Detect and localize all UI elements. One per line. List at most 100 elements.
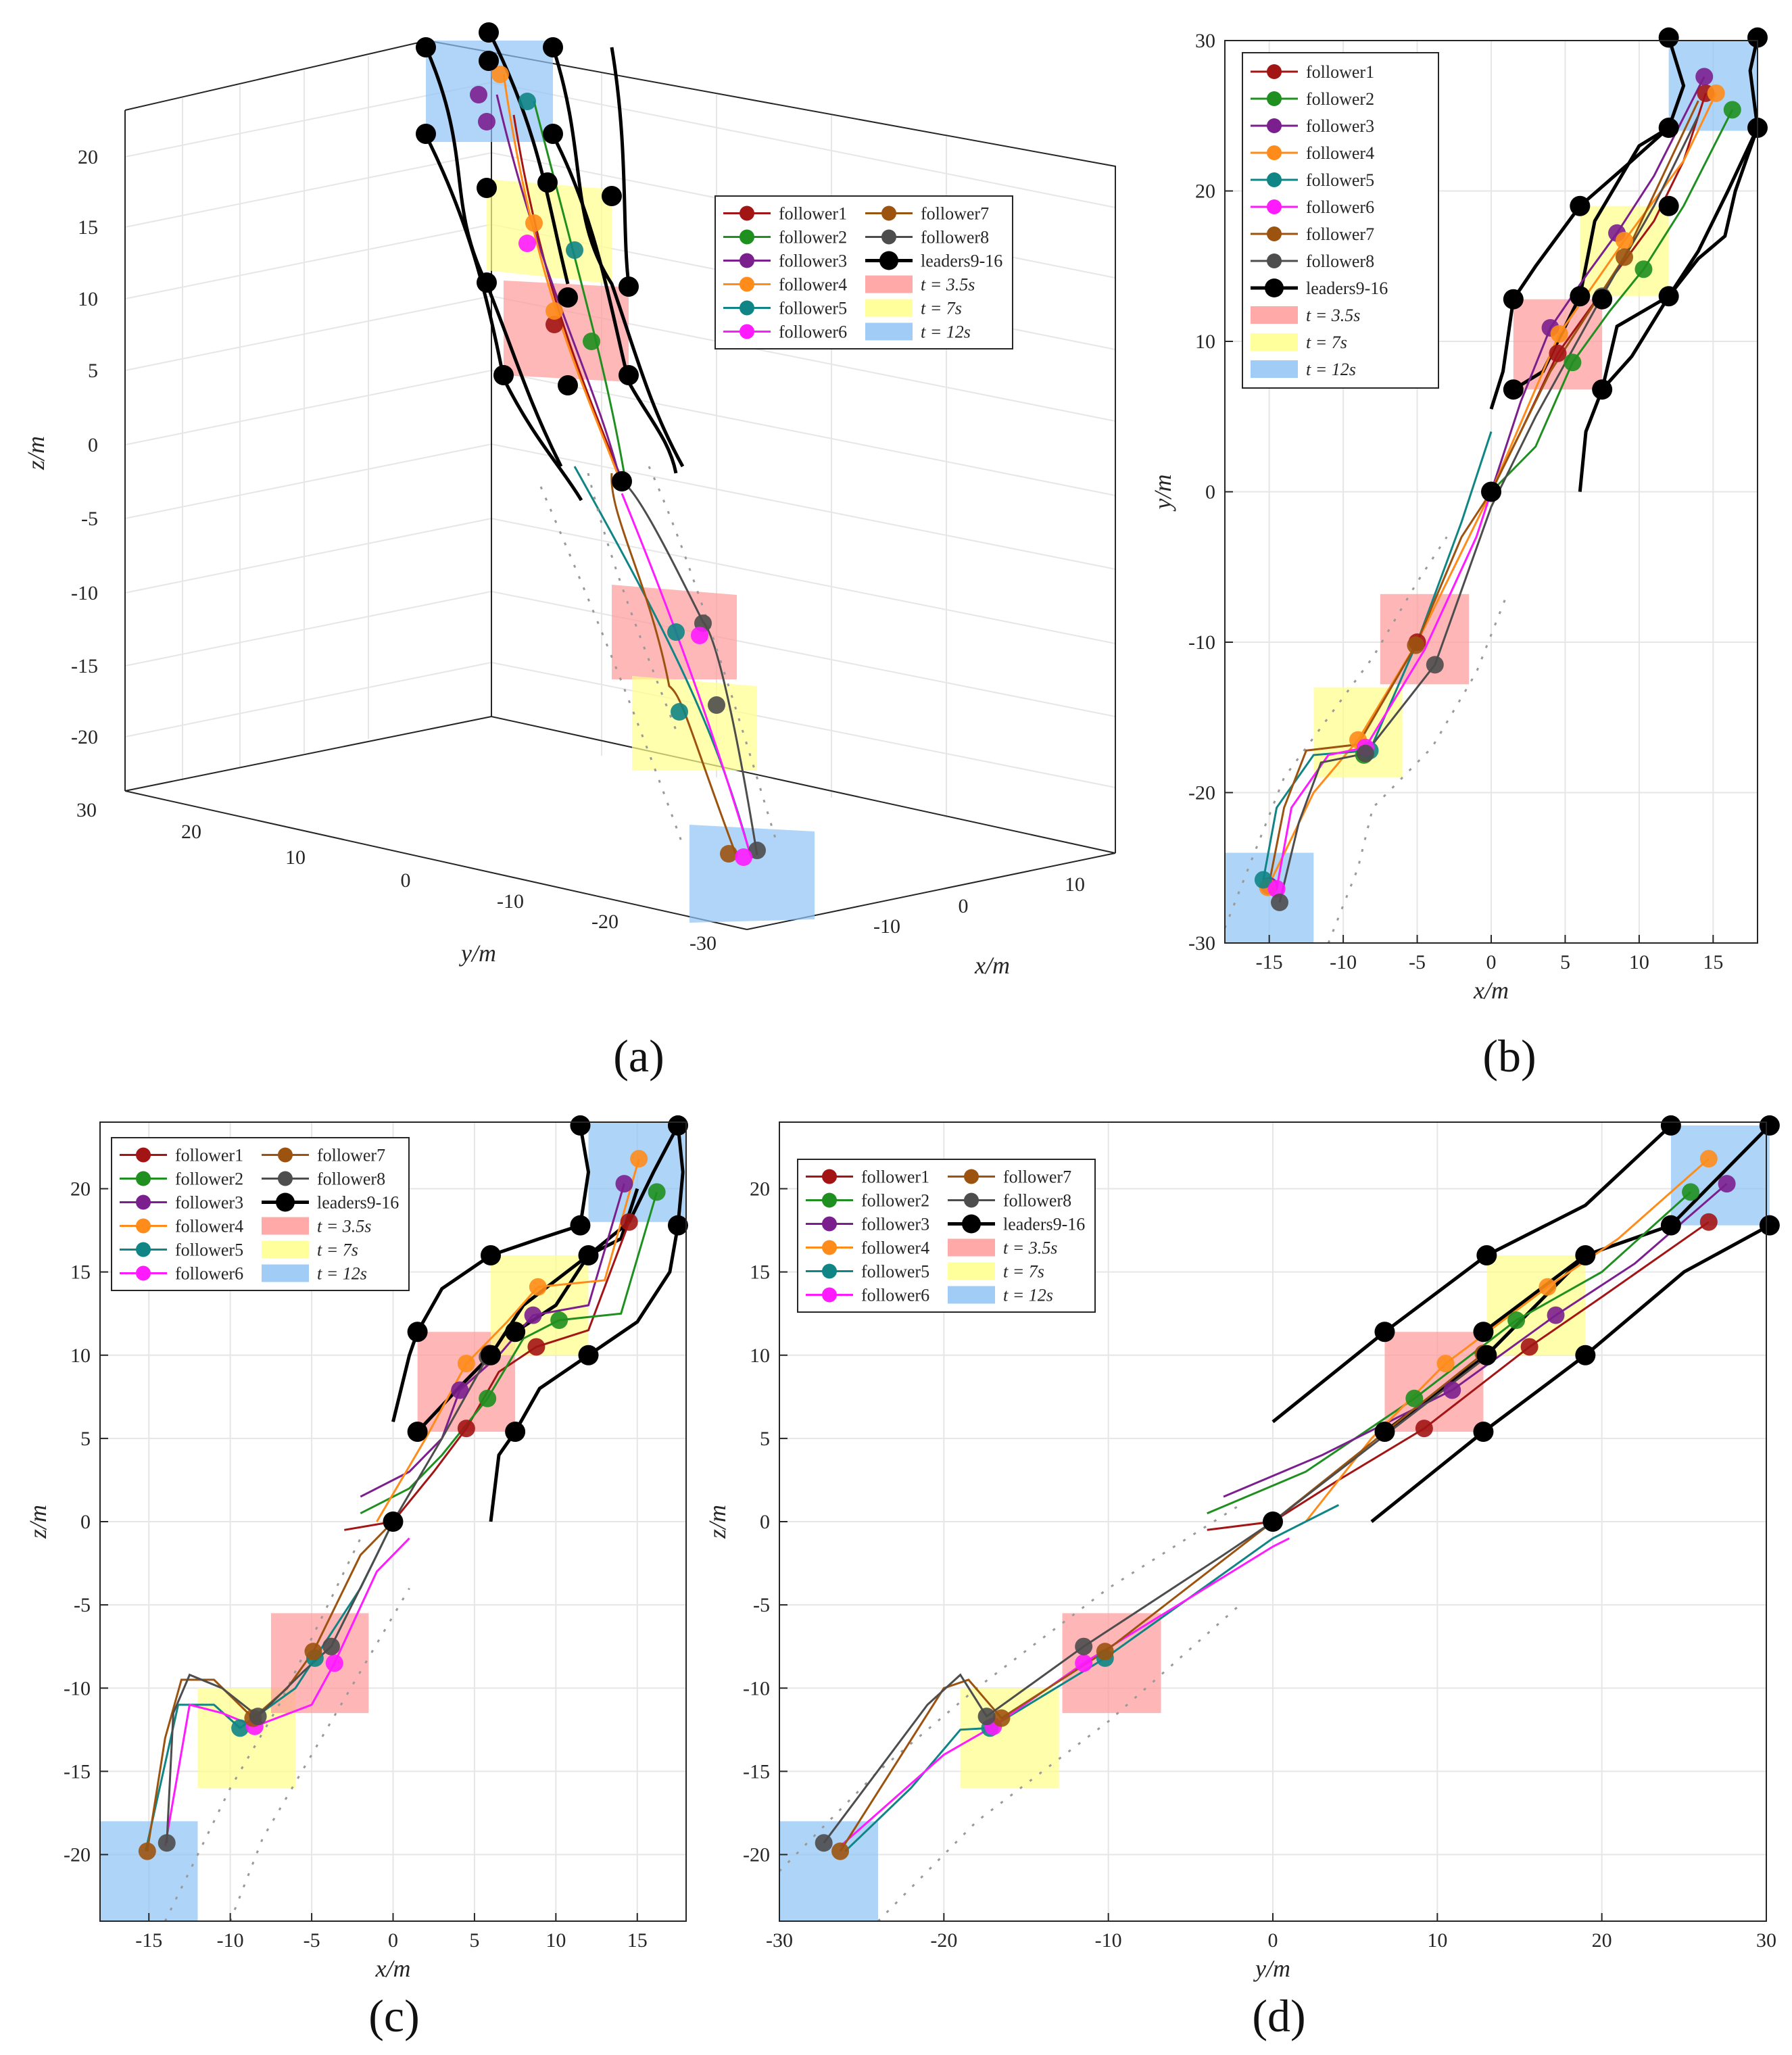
x-axis-label-text: x/m: [974, 952, 1010, 979]
z-tick-label: 20: [78, 146, 98, 168]
follower3-marker: [1718, 1175, 1736, 1193]
x-tick-label: 0: [1486, 951, 1497, 973]
legend-follower3-label: follower3: [861, 1215, 929, 1234]
legend-leaders-label: leaders9-16: [1306, 279, 1388, 298]
follower1-marker: [527, 1338, 546, 1356]
follower4-marker: [1436, 1355, 1455, 1373]
leader-marker: [407, 1422, 428, 1443]
legend-follower2-label: follower2: [861, 1191, 929, 1211]
x-tick-label: 20: [1592, 1929, 1612, 1952]
legend-follower1-label: follower1: [779, 204, 847, 224]
follower2-marker: [648, 1183, 666, 1201]
follower8-marker: [1426, 656, 1444, 674]
follower4-marker: [546, 302, 563, 320]
follower3-path: [495, 94, 622, 482]
follower2-marker: [1564, 354, 1582, 372]
legend-t35-label: t = 3.5s: [1003, 1238, 1057, 1258]
legend-t7-patch: [1251, 333, 1298, 351]
legend-follower2-label: follower2: [175, 1169, 243, 1189]
follower4-marker: [1707, 84, 1725, 102]
legend-follower2-marker: [822, 1192, 837, 1208]
follower7-marker: [720, 845, 737, 863]
time-box: [632, 676, 757, 771]
y-axis-label: z/m: [24, 1505, 51, 1539]
x-tick-label: 0: [1268, 1929, 1278, 1952]
legend-box: [797, 1159, 1096, 1313]
x-axis-label: x/m: [974, 952, 1010, 979]
x-tick-label: -10: [1095, 1929, 1122, 1952]
y-tick-label: 20: [1195, 180, 1215, 203]
x-tick-label: -30: [766, 1929, 793, 1952]
x-tick-label: 10: [1065, 873, 1085, 896]
legend-follower4-marker: [740, 276, 754, 292]
legend-follower8-label: follower8: [1306, 251, 1374, 271]
trace-dotted: [1327, 596, 1507, 944]
leader-marker: [1658, 195, 1679, 216]
follower4-marker: [630, 1150, 648, 1168]
follower6-marker: [691, 627, 708, 644]
follower8-marker: [249, 1708, 267, 1726]
follower8-marker: [1356, 744, 1374, 763]
legend-follower7-label: follower7: [1003, 1167, 1071, 1187]
leader-path: [551, 47, 685, 468]
leader-marker: [481, 1345, 501, 1365]
panel-d-yz-plot: -30 -20 -10 0 10 20 30 20 15 10 5 0 -5 -10 -15 -20 y/m z/…: [704, 1115, 1780, 1982]
y-tick-label: -10: [743, 1677, 770, 1699]
leader-marker: [667, 1115, 688, 1136]
leader-marker: [1473, 1422, 1494, 1443]
y-tick-label: 15: [750, 1261, 770, 1284]
legend-follower5-label: follower5: [1306, 170, 1374, 190]
grid-line-z-left: [124, 443, 492, 519]
leader-marker: [1570, 195, 1591, 216]
leader-marker: [1658, 286, 1679, 307]
follower6-path: [621, 493, 753, 859]
y-tick-label: 10: [750, 1345, 770, 1367]
legend-t7-patch: [262, 1240, 309, 1259]
y-axis-label: y/m: [459, 940, 496, 967]
legend-follower7-marker: [1267, 226, 1282, 241]
leader-marker: [1374, 1422, 1395, 1443]
leader-marker: [505, 1322, 526, 1343]
leader-path: [1512, 126, 1670, 391]
legend-follower6-marker: [822, 1287, 837, 1303]
z-tick-label: -10: [71, 582, 98, 604]
y-tick-label: 10: [1195, 331, 1215, 353]
grid-line-z-right: [491, 82, 1116, 208]
y-tick-label: 0: [401, 869, 411, 892]
legend-t12-label: t = 12s: [921, 322, 971, 342]
caption-c: (c): [368, 1990, 419, 2041]
z-tick-label: 5: [88, 360, 98, 382]
legend-follower7-label: follower7: [1306, 224, 1374, 244]
leader-marker: [493, 365, 514, 385]
legend-follower5-label: follower5: [779, 299, 847, 318]
follower4-marker: [1616, 231, 1633, 249]
z-tick-label: 0: [88, 434, 98, 456]
legend-follower8-label: follower8: [921, 228, 989, 247]
follower2-marker: [1682, 1183, 1700, 1201]
legend-follower1-marker: [1267, 64, 1282, 79]
caption-a: (a): [613, 1030, 664, 1082]
y-tick-label: 0: [760, 1511, 770, 1533]
follower7-marker: [1616, 248, 1633, 266]
follower5-marker: [566, 241, 583, 259]
y-tick-label: 0: [1205, 481, 1215, 504]
panel-a-3d-plot: 20 15 10 5 0 -5 -10 -15 -20 30 20 10 0 -10 -20 -30 -10 0 1…: [22, 22, 1116, 979]
legend-t7-patch: [948, 1262, 995, 1280]
follower7-marker: [1096, 1643, 1114, 1661]
x-tick-label: -10: [873, 915, 900, 938]
panel-c-xz-plot: -15 -10 -5 0 5 10 15 20 15 10 5 0 -5 -10 -15 -20 x/m z/m f…: [24, 1115, 688, 1982]
leader-marker: [1374, 1322, 1395, 1343]
legend-t35-patch: [948, 1238, 995, 1257]
legend-leaders-label: leaders9-16: [921, 251, 1002, 271]
x-axis-label: y/m: [1253, 1955, 1290, 1982]
follower7-path: [610, 473, 738, 858]
follower2-marker: [1405, 1389, 1424, 1407]
follower2-marker: [1723, 101, 1741, 119]
follower3-path: [1223, 1182, 1728, 1498]
legend-follower6-label: follower6: [175, 1264, 243, 1284]
leader-marker: [1481, 481, 1501, 502]
legend-leaders-label: leaders9-16: [317, 1193, 399, 1213]
y-axis-label-text: z/m: [24, 1505, 51, 1539]
follower8-marker: [977, 1708, 996, 1726]
follower6-marker: [1075, 1654, 1093, 1672]
